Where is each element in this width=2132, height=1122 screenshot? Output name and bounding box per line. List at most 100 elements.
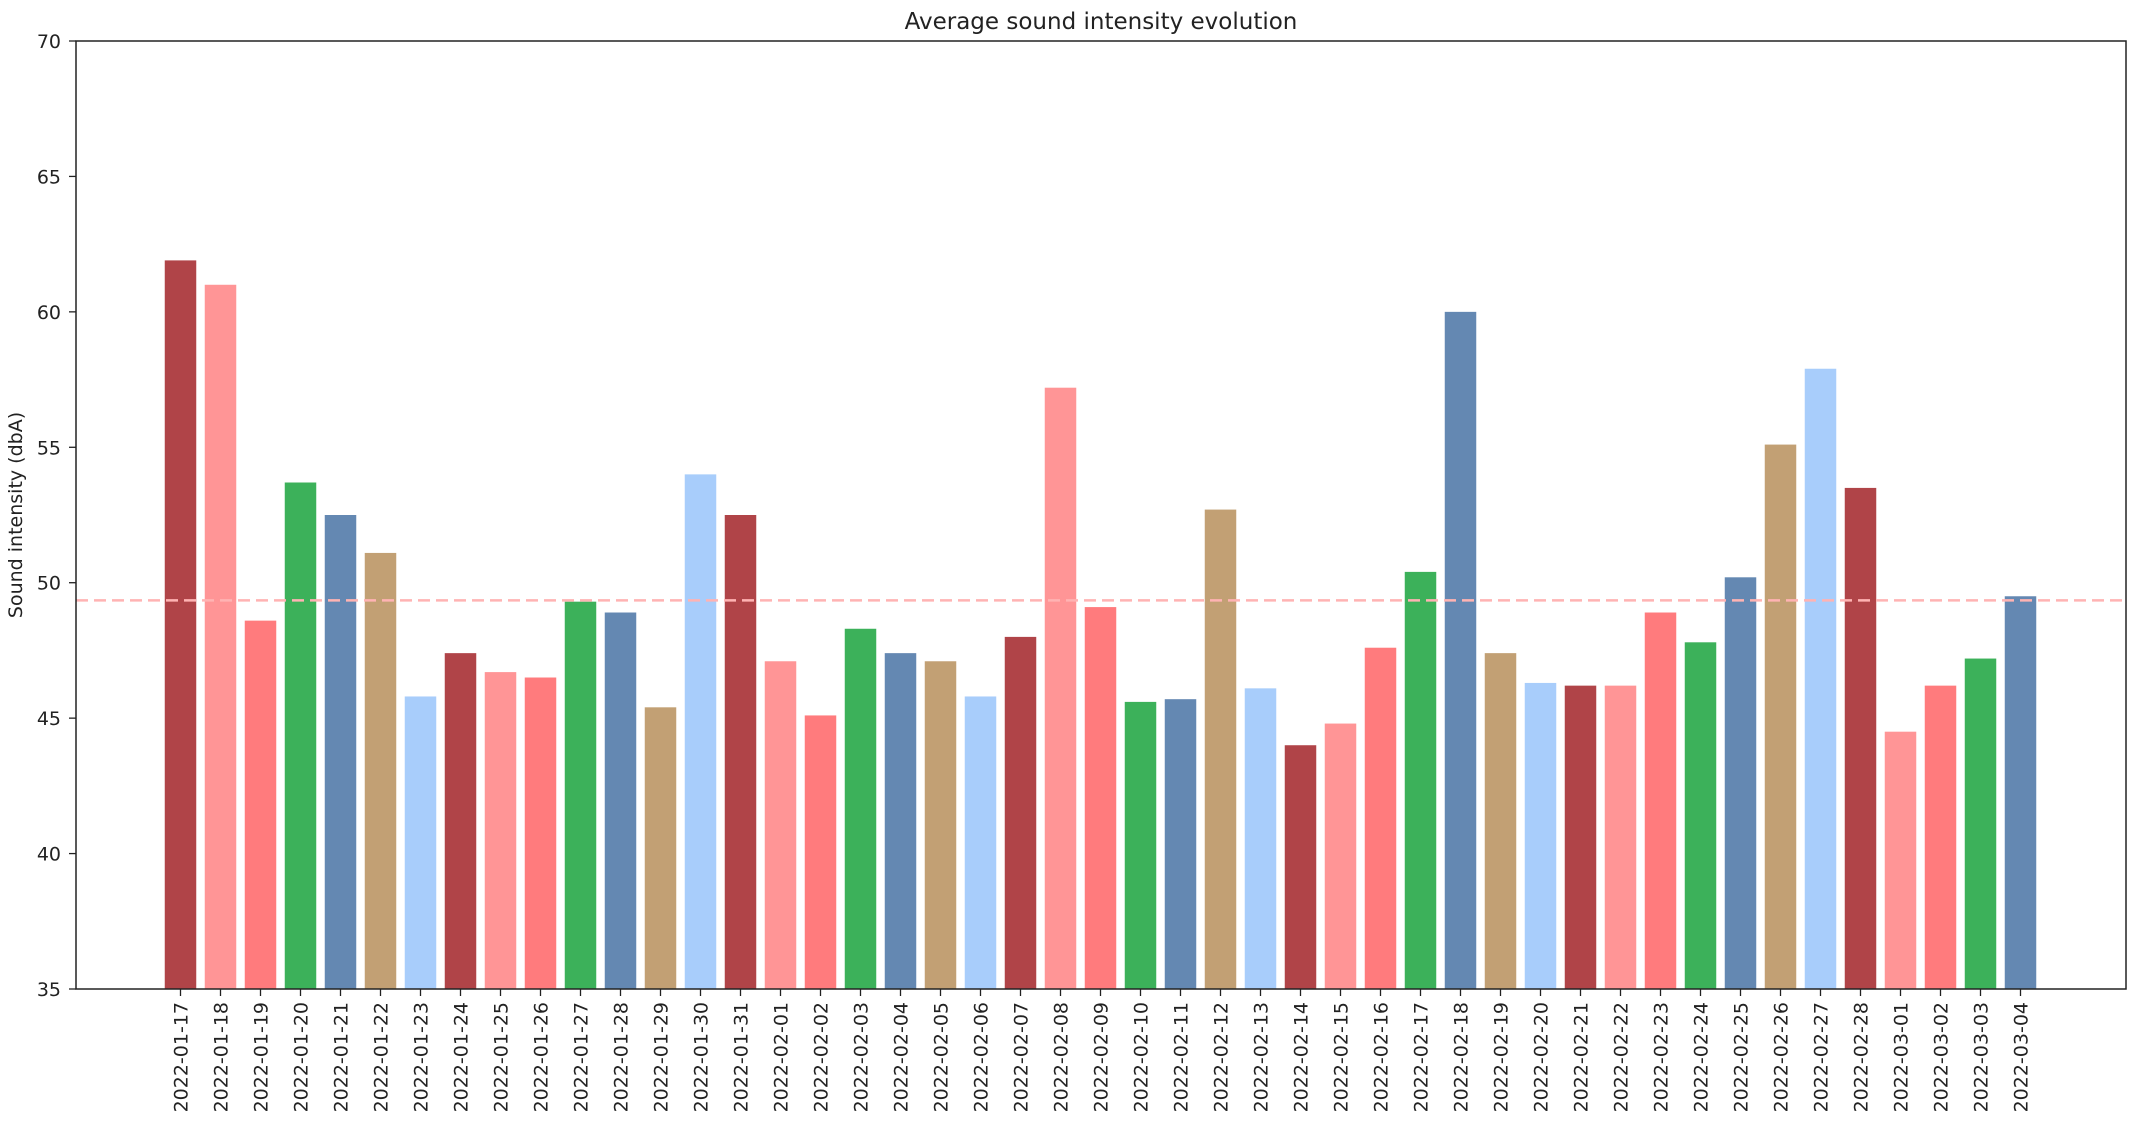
bar-2022-01-24 — [444, 653, 477, 989]
bar-2022-02-04 — [884, 653, 917, 989]
x-tick-label: 2022-02-02 — [811, 1002, 833, 1112]
x-tick-label: 2022-02-14 — [1291, 1002, 1313, 1112]
bar-2022-02-16 — [1364, 647, 1397, 989]
bar-2022-02-06 — [964, 696, 997, 989]
x-tick-label: 2022-02-01 — [771, 1002, 793, 1112]
bar-2022-02-08 — [1044, 387, 1077, 989]
bar-2022-02-03 — [844, 628, 877, 989]
bar-2022-02-27 — [1804, 368, 1837, 989]
y-tick-label: 65 — [37, 166, 61, 188]
bar-2022-03-03 — [1964, 658, 1997, 989]
bar-2022-03-04 — [2004, 596, 2037, 989]
x-tick-label: 2022-02-10 — [1131, 1002, 1153, 1112]
x-tick-label: 2022-02-03 — [851, 1002, 873, 1112]
x-tick-label: 2022-02-07 — [1011, 1002, 1033, 1112]
bar-2022-01-17 — [164, 260, 197, 989]
y-tick-label: 45 — [37, 708, 61, 730]
x-tick-label: 2022-02-13 — [1251, 1002, 1273, 1112]
x-tick-label: 2022-02-23 — [1651, 1002, 1673, 1112]
x-tick-label: 2022-01-27 — [571, 1002, 593, 1112]
bar-2022-02-12 — [1204, 509, 1237, 989]
x-tick-label: 2022-02-05 — [931, 1002, 953, 1112]
bar-2022-01-22 — [364, 552, 397, 989]
x-tick-label: 2022-02-09 — [1091, 1002, 1113, 1112]
x-tick-label: 2022-01-31 — [731, 1002, 753, 1112]
bar-2022-02-11 — [1164, 699, 1197, 989]
x-axis: 2022-01-17 2022-01-18 2022-01-19 2022-01-20… — [171, 989, 2033, 1112]
x-tick-label: 2022-02-16 — [1371, 1002, 1393, 1112]
bar-2022-02-15 — [1324, 723, 1357, 989]
bar-2022-01-21 — [324, 515, 357, 989]
x-tick-label: 2022-01-22 — [371, 1002, 393, 1112]
x-tick-label: 2022-03-02 — [1931, 1002, 1953, 1112]
x-tick-label: 2022-03-01 — [1891, 1002, 1913, 1112]
x-tick-label: 2022-02-08 — [1051, 1002, 1073, 1112]
x-tick-label: 2022-02-24 — [1691, 1002, 1713, 1112]
y-tick-label: 70 — [37, 31, 61, 53]
bar-2022-02-17 — [1404, 571, 1437, 989]
bar-2022-03-01 — [1884, 731, 1917, 989]
x-tick-label: 2022-02-11 — [1171, 1002, 1193, 1112]
x-tick-label: 2022-01-18 — [211, 1002, 233, 1112]
bar-2022-01-29 — [644, 707, 677, 989]
bar-2022-02-28 — [1844, 487, 1877, 989]
bar-2022-02-02 — [804, 715, 837, 989]
x-tick-label: 2022-01-23 — [411, 1002, 433, 1112]
bar-2022-02-05 — [924, 661, 957, 989]
x-tick-label: 2022-02-04 — [891, 1002, 913, 1112]
bar-2022-02-09 — [1084, 607, 1117, 989]
x-tick-label: 2022-01-21 — [331, 1002, 353, 1112]
bar-2022-02-23 — [1644, 612, 1677, 989]
x-tick-label: 2022-02-27 — [1811, 1002, 1833, 1112]
x-tick-label: 2022-02-12 — [1211, 1002, 1233, 1112]
x-tick-label: 2022-02-28 — [1851, 1002, 1873, 1112]
bar-2022-02-19 — [1484, 653, 1517, 989]
x-tick-label: 2022-01-17 — [171, 1002, 193, 1112]
x-tick-label: 2022-02-20 — [1531, 1002, 1553, 1112]
y-tick-label: 35 — [37, 979, 61, 1001]
y-tick-label: 40 — [37, 844, 61, 866]
y-axis: 35 40 45 50 55 60 65 70 — [37, 31, 76, 1001]
bar-2022-01-26 — [524, 677, 557, 989]
bar-2022-02-21 — [1564, 685, 1597, 989]
x-tick-label: 2022-02-26 — [1771, 1002, 1793, 1112]
bar-2022-01-27 — [564, 601, 597, 989]
bar-2022-01-25 — [484, 672, 517, 989]
bar-2022-02-24 — [1684, 642, 1717, 989]
x-tick-label: 2022-02-06 — [971, 1002, 993, 1112]
x-tick-label: 2022-02-19 — [1491, 1002, 1513, 1112]
bar-2022-02-18 — [1444, 311, 1477, 989]
bar-2022-01-23 — [404, 696, 437, 989]
x-tick-label: 2022-02-15 — [1331, 1002, 1353, 1112]
x-tick-label: 2022-01-20 — [291, 1002, 313, 1112]
bar-2022-02-14 — [1284, 745, 1317, 989]
x-tick-label: 2022-01-29 — [651, 1002, 673, 1112]
bar-2022-02-01 — [764, 661, 797, 989]
x-tick-label: 2022-01-30 — [691, 1002, 713, 1112]
bar-2022-01-19 — [244, 620, 277, 989]
bar-2022-02-26 — [1764, 444, 1797, 990]
bar-2022-02-20 — [1524, 682, 1557, 989]
bar-2022-03-02 — [1924, 685, 1957, 989]
x-tick-label: 2022-01-28 — [611, 1002, 633, 1112]
bar-2022-01-18 — [204, 284, 237, 989]
x-tick-label: 2022-03-03 — [1971, 1002, 1993, 1112]
bar-2022-02-07 — [1004, 636, 1037, 989]
x-tick-label: 2022-02-21 — [1571, 1002, 1593, 1112]
x-tick-label: 2022-02-18 — [1451, 1002, 1473, 1112]
bar-2022-02-13 — [1244, 688, 1277, 989]
x-tick-label: 2022-01-19 — [251, 1002, 273, 1112]
bars-group — [164, 260, 2037, 990]
bar-2022-02-22 — [1604, 685, 1637, 989]
bar-2022-02-25 — [1724, 577, 1757, 989]
x-tick-label: 2022-02-22 — [1611, 1002, 1633, 1112]
bar-2022-02-10 — [1124, 701, 1157, 989]
bar-2022-01-20 — [284, 482, 317, 989]
x-tick-label: 2022-01-24 — [451, 1002, 473, 1112]
x-tick-label: 2022-02-17 — [1411, 1002, 1433, 1112]
x-tick-label: 2022-01-25 — [491, 1002, 513, 1112]
y-tick-label: 50 — [37, 573, 61, 595]
bar-2022-01-30 — [684, 474, 717, 989]
x-tick-label: 2022-02-25 — [1731, 1002, 1753, 1112]
